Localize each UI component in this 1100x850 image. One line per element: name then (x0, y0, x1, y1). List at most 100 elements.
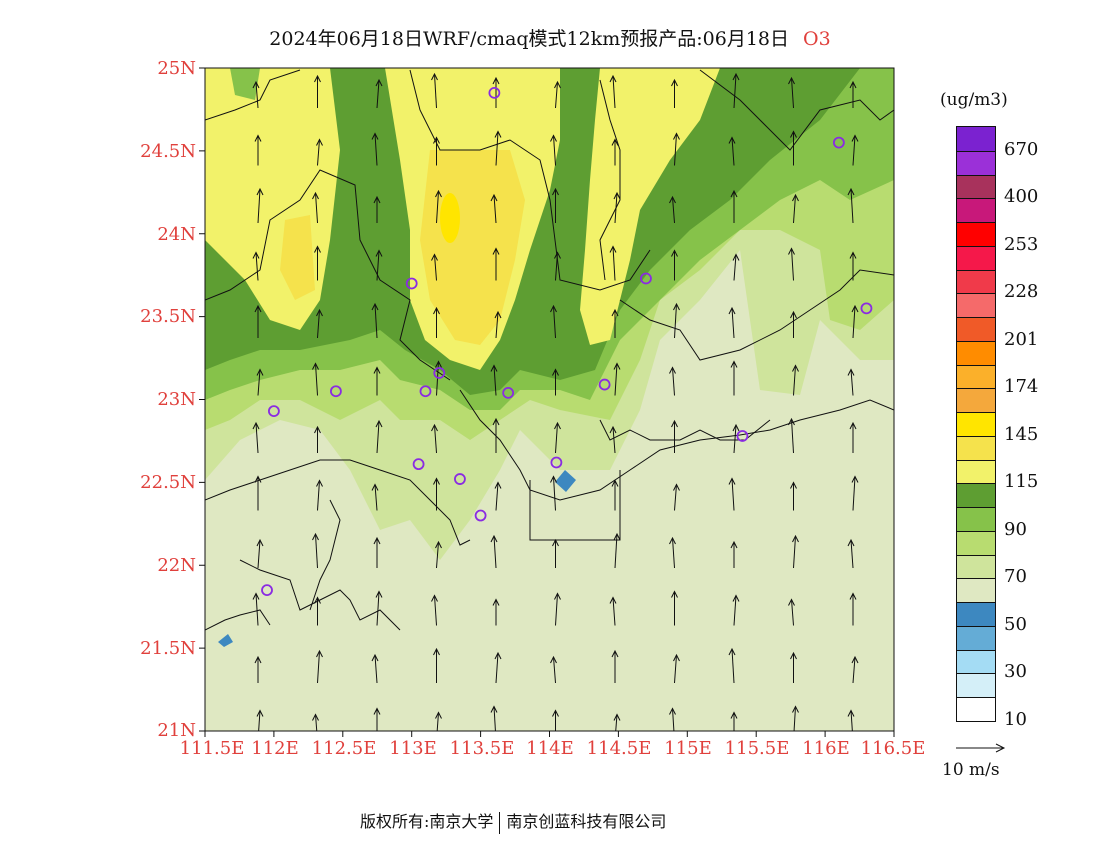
wind-vector (433, 306, 440, 338)
wind-vector (792, 193, 799, 224)
wind-vector (851, 304, 859, 339)
wind-vector (730, 189, 738, 223)
wind-vector (312, 532, 319, 569)
wind-vector (256, 368, 264, 396)
wind-vector (433, 647, 440, 683)
wind-vector (671, 419, 678, 453)
wind-vector (910, 715, 916, 741)
title-text: 2024年06月18日WRF/cmaq模式12km预报产品:06月18日 (269, 28, 790, 50)
lon-label: 113E (389, 738, 437, 759)
wind-vector (732, 72, 740, 109)
station-marker (860, 302, 873, 315)
wind-vector (732, 594, 740, 626)
wind-vector (908, 310, 914, 338)
band-50-blue-west (218, 634, 233, 647)
wind-vector (847, 538, 855, 569)
monitoring-stations (261, 86, 873, 597)
wind-vector (312, 713, 319, 731)
wind-vector (613, 191, 621, 224)
wind-vector (669, 366, 676, 396)
wind-vector (492, 247, 500, 281)
wind-vector (912, 76, 918, 108)
wind-vector (671, 249, 678, 281)
wind-vector (673, 483, 680, 511)
legend-swatch (957, 435, 995, 460)
lon-label: 116.5E (860, 738, 926, 759)
wind-vector (373, 366, 381, 396)
wind-vector (912, 247, 918, 281)
wind-vector (552, 538, 559, 568)
wind-vector (849, 592, 857, 626)
wind-vector (908, 651, 914, 683)
wind-vector (494, 130, 502, 166)
color-legend-bar (956, 126, 996, 722)
wind-vector (790, 130, 797, 166)
wind-vector (554, 421, 561, 454)
legend-swatch (957, 293, 995, 318)
wind-vector (728, 136, 736, 166)
wind-vector (609, 74, 617, 109)
station-marker (598, 378, 611, 391)
copyright-org1: 南京大学 (429, 812, 494, 831)
wind-vector (669, 707, 676, 731)
wind-vector (431, 594, 438, 626)
wind-vector (552, 368, 559, 396)
wind-vector (912, 427, 918, 453)
wind-vector (314, 74, 321, 108)
map-title: 2024年06月18日WRF/cmaq模式12km预报产品:06月18日 O3 (0, 24, 1100, 51)
legend-swatch (957, 602, 995, 626)
station-marker (454, 473, 466, 485)
wind-vector (371, 483, 379, 511)
wind-vector (316, 479, 323, 511)
wind-vector (550, 475, 557, 511)
legend-swatch (957, 198, 995, 223)
wind-vector (908, 481, 914, 511)
wind-vector (673, 302, 680, 339)
wind-vector (373, 195, 381, 223)
legend-label: 670 (1004, 138, 1039, 160)
title-variable: O3 (803, 28, 831, 50)
station-marker (832, 136, 845, 149)
wind-vector (554, 251, 561, 281)
legend-swatch (957, 174, 995, 199)
legend-label: 145 (1004, 423, 1039, 445)
lon-label: 116E (802, 738, 850, 759)
wind-vector (613, 532, 621, 569)
wind-vector (254, 304, 262, 338)
legend-label: 228 (1004, 281, 1039, 303)
wind-vector (314, 245, 321, 281)
wind-vector (730, 711, 738, 731)
lat-label: 21N (157, 720, 196, 741)
wind-vector (316, 649, 323, 684)
wind-vector (490, 705, 498, 731)
wind-vector (492, 598, 500, 626)
wind-vector (849, 421, 857, 453)
legend-label: 70 (1004, 566, 1027, 588)
legend-swatch (957, 245, 995, 270)
legend-label: 174 (1004, 376, 1039, 398)
legend-swatch (957, 340, 995, 365)
copyright: 版权所有:南京大学 南京创蓝科技有限公司 (360, 808, 666, 834)
legend-swatch (957, 364, 995, 389)
wind-vector (550, 134, 557, 166)
wind-vector (730, 540, 738, 568)
legend-swatch (957, 269, 995, 294)
wind-vector (375, 78, 383, 109)
wind-vector (609, 596, 617, 626)
station-marker (267, 405, 280, 418)
station-marker (412, 458, 425, 471)
legend-swatch (957, 697, 995, 721)
station-marker (419, 385, 432, 398)
wind-vector (671, 78, 678, 108)
wind-vector (611, 479, 619, 511)
wind-vector (254, 655, 262, 683)
wind-vector (252, 592, 260, 626)
wind-vector (431, 423, 438, 454)
wind-vector (431, 72, 438, 109)
wind-vector (728, 306, 736, 339)
lat-label: 22.5N (140, 472, 196, 493)
wind-vector (256, 709, 264, 731)
legend-swatch (957, 483, 995, 508)
station-marker (433, 367, 446, 379)
